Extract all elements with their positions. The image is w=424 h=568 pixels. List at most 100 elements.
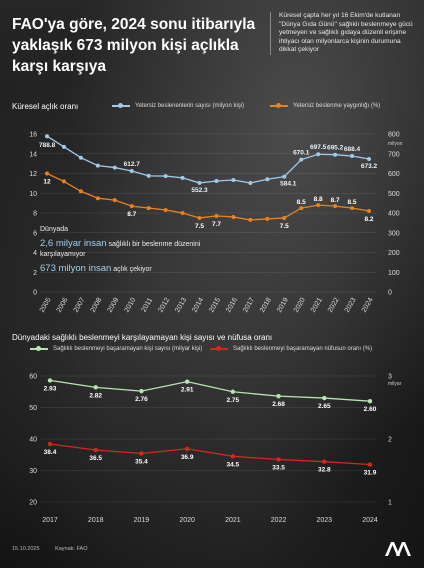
info-stat1: 2,6 milyar insan sağlıklı bir beslenme d…: [40, 239, 220, 260]
chart1-hungry-point: [95, 163, 100, 168]
chart1-left-tick: 4: [33, 250, 37, 257]
chart1-prevalence-label: 7.7: [212, 221, 221, 228]
chart1-prevalence-label: 7.5: [280, 223, 289, 230]
chart1-prevalence-point: [367, 209, 371, 214]
chart1-prevalence-point: [163, 208, 168, 213]
chart1-left-tick: 10: [29, 191, 37, 198]
chart1-prevalence-point: [333, 204, 338, 209]
info-text1: sağlıklı bir beslenme düzenini karşılaya…: [40, 241, 201, 258]
chart1-prevalence-point: [265, 216, 270, 221]
chart1-prevalence-point: [112, 198, 117, 203]
chart2-title: Dünyadaki sağlıklı beslenmeyi karşılayam…: [12, 333, 273, 342]
chart1-x-tick: 2007: [73, 297, 87, 314]
chart2-x-tick: 2018: [88, 517, 104, 524]
chart1-prevalence-point: [248, 217, 253, 222]
chart1-prevalence-label: 8.8: [314, 196, 323, 203]
chart1-prevalence-label: 8.2: [364, 216, 373, 223]
chart1-prevalence-label: 8.7: [331, 197, 340, 204]
chart2-right-unit: milyar: [388, 381, 402, 387]
chart1-prevalence-point: [180, 211, 185, 215]
chart2-share-label: 33.5: [272, 464, 285, 471]
chart2-x-tick: 2022: [271, 517, 287, 524]
chart2-share-point: [93, 447, 98, 453]
legend-orange-line-icon: [270, 102, 288, 109]
chart1-prevalence-label: 12: [43, 179, 51, 186]
legend-blue-label: Yetersiz beslenenlerin sayısı (milyon ki…: [135, 103, 245, 109]
chart1-x-tick: 2005: [39, 297, 53, 314]
chart1-hungry-point: [248, 180, 253, 185]
chart1-prevalence-point: [61, 179, 66, 184]
chart2-x-tick: 2023: [316, 517, 332, 524]
chart2-share-label: 31.9: [364, 470, 377, 477]
chart1-hungry-point: [299, 157, 304, 162]
chart1-legend-blue: Yetersiz beslenenlerin sayısı (milyon ki…: [112, 102, 245, 109]
chart1-right-tick: 0: [388, 290, 392, 297]
chart2-x-tick: 2020: [179, 517, 195, 524]
chart1-hungry-point: [231, 178, 236, 183]
chart2-share-point: [276, 457, 281, 462]
chart2-left-tick: 30: [29, 468, 37, 475]
chart2-count-point: [184, 379, 190, 384]
chart1-hungry-point: [367, 157, 371, 162]
chart1-prevalence-point: [78, 189, 83, 194]
chart2-count-label: 2.93: [44, 385, 57, 392]
chart1-prevalence-label: 8.5: [348, 199, 357, 206]
page-title: FAO'ya göre, 2024 sonu itibarıyla yaklaş…: [12, 16, 256, 75]
chart1-hungry-point: [180, 175, 185, 180]
chart2-count-point: [230, 389, 236, 394]
chart1-x-tick: 2011: [141, 297, 155, 314]
chart1-hungry-point: [214, 179, 219, 184]
info-big1: 2,6 milyar insan: [40, 238, 107, 249]
chart1-right-tick: 200: [388, 250, 400, 257]
chart2-share-point: [139, 451, 144, 456]
chart1-prevalence-label: 8.5: [297, 199, 306, 206]
chart2-share-point: [47, 441, 53, 447]
chart2-share-point: [184, 446, 190, 451]
chart2-series-share-line: [49, 443, 371, 466]
chart1-x-tick: 2023: [344, 297, 358, 314]
chart1-prevalence-point: [214, 213, 219, 218]
chart2-left-tick: 20: [29, 500, 37, 507]
chart1-hungry-point: [350, 154, 355, 159]
chart1-x-tick: 2016: [225, 297, 239, 314]
chart2-right-tick: 2: [388, 437, 392, 444]
chart1-x-tick: 2024: [361, 297, 375, 314]
chart1-x-tick: 2014: [191, 297, 205, 314]
chart1-title: Küresel açlık oranı: [12, 102, 79, 111]
chart1-prevalence-point: [95, 196, 100, 201]
chart1-hungry-label: 697.5: [310, 144, 327, 151]
chart1-x-tick: 2017: [242, 297, 256, 314]
chart1-hungry-label: 552.3: [191, 187, 208, 194]
chart1-left-tick: 12: [29, 171, 37, 178]
chart1-prevalence-point: [299, 206, 304, 211]
chart1-right-tick: 500: [388, 191, 400, 198]
chart2-right-tick: 1: [388, 500, 392, 507]
chart2-count-point: [276, 393, 281, 399]
chart1-hungry-label: 673.2: [361, 163, 378, 170]
chart1-left-tick: 8: [33, 211, 37, 218]
chart2-count-label: 2.76: [135, 396, 148, 403]
chart1-right-tick: 400: [388, 211, 400, 218]
chart1-series-prevalence-line: [46, 172, 370, 221]
chart2-x-tick: 2021: [225, 517, 241, 524]
chart1-prevalence-label: 8.7: [127, 211, 136, 218]
legend-red-line-icon: [210, 345, 228, 352]
chart1-hungry-point: [265, 177, 270, 182]
chart2-share-label: 35.4: [135, 458, 148, 465]
chart1-x-tick: 2019: [276, 297, 290, 314]
chart1-hungry-point: [333, 152, 338, 157]
chart2-legend-red: Sağlıklı beslenmeyi başaramayan nüfusun …: [210, 345, 372, 352]
chart2-x-tick: 2019: [134, 517, 150, 524]
chart2-share-label: 36.9: [181, 454, 194, 461]
chart2-share-label: 36.5: [89, 455, 102, 462]
chart1-right-tick: 600: [388, 171, 400, 178]
chart1-hungry-point: [45, 134, 49, 139]
chart1-x-tick: 2015: [208, 297, 222, 314]
chart1-left-tick: 2: [33, 270, 37, 277]
chart1-right-tick: 700: [388, 151, 400, 158]
footer-date: 15.10.2025: [12, 546, 40, 552]
chart1-hungry-point: [282, 174, 287, 179]
legend-green-label: Sağlıklı beslenmeyi başaramayan kişi say…: [53, 346, 203, 352]
